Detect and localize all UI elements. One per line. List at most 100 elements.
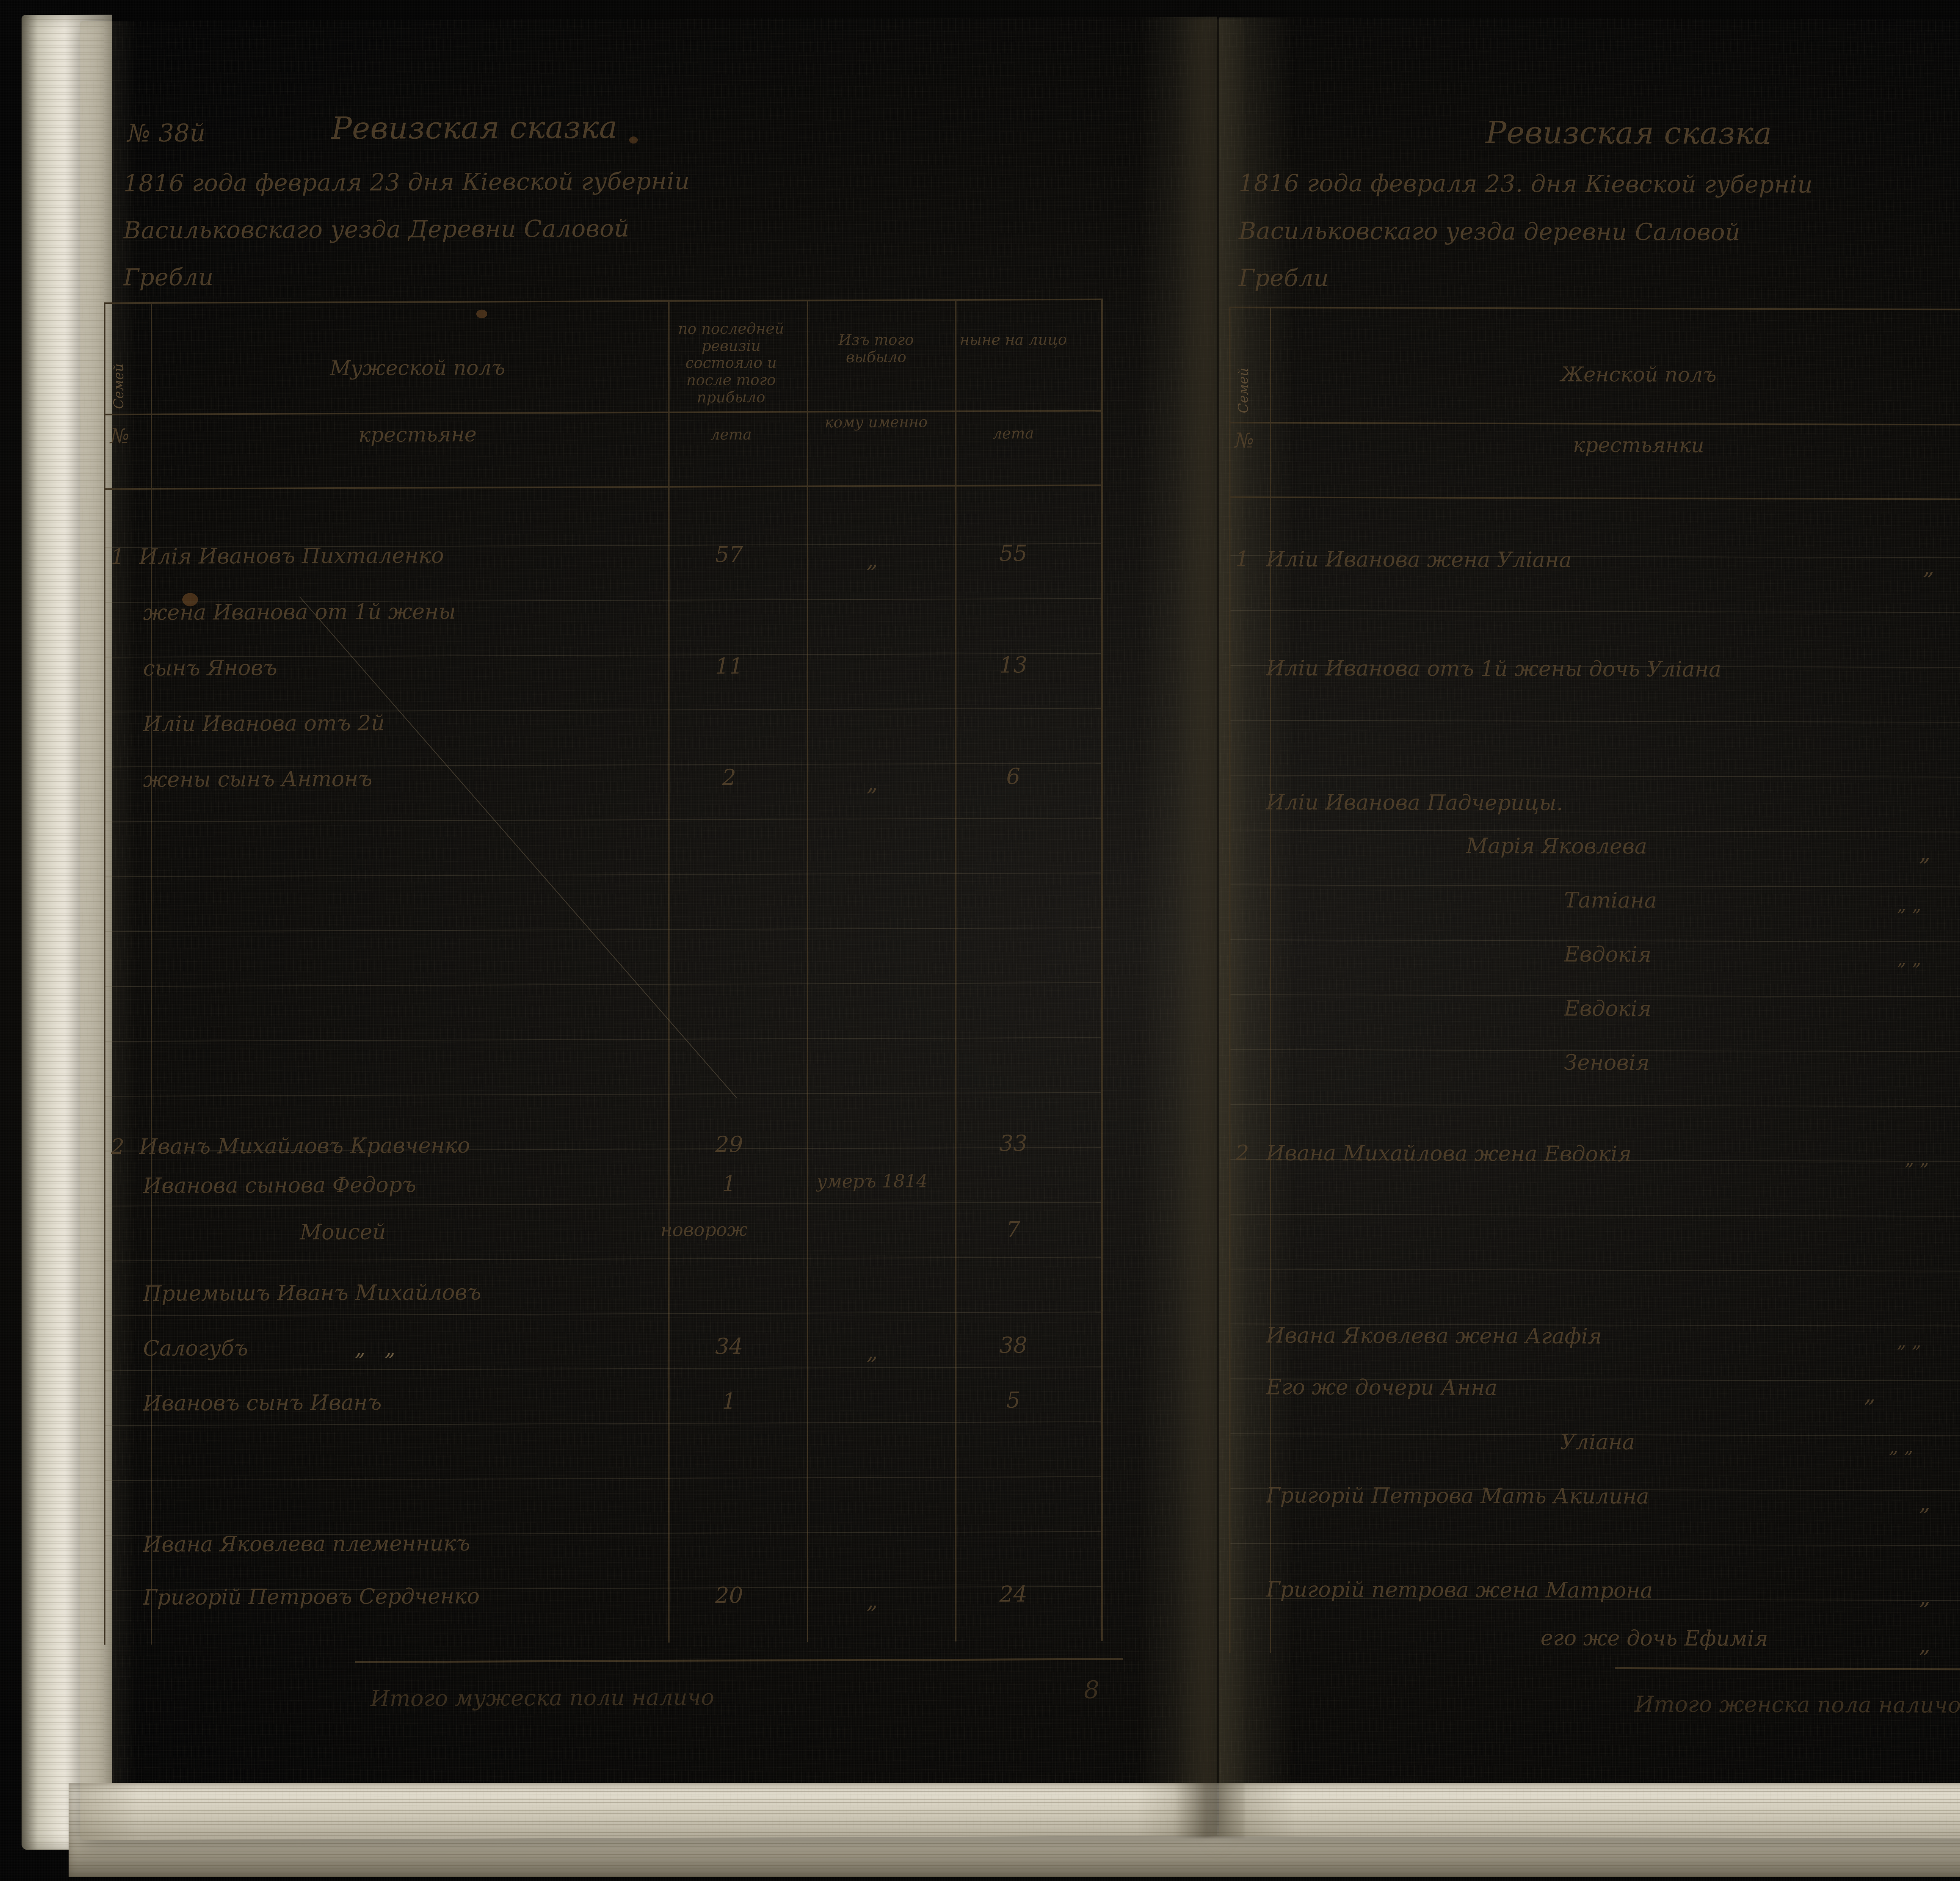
left-row-prev: 34 [672,1334,786,1360]
right-row-out: „ [1886,1632,1960,1658]
left-row-seq: 1 [111,544,124,569]
right-row-name: Ивана Яковлева жена Агафiя [1266,1323,1602,1348]
left-row-name: Ивана Яковлева племенникъ [143,1531,470,1557]
left-row-now: 6 [955,764,1072,790]
faint-rule [105,1257,1101,1262]
grid-hline [105,485,1101,490]
left-row-prev: 2 [672,765,786,791]
left-row-name: Григорiй Петровъ Сердченко [143,1584,480,1610]
left-row-out: „ [813,1339,931,1365]
right-total-label: Итого женска пола наличо [1635,1692,1960,1718]
left-col-now-head: ныне на лицо [955,331,1072,349]
left-row-now: 55 [955,541,1072,566]
right-row-out: „ [1886,841,1960,866]
faint-rule [105,1312,1101,1316]
faint-rule [105,928,1101,932]
left-col-seq-mark: № [110,425,130,448]
left-total-value: 8 [1084,1676,1099,1704]
right-row-name: его же дочь Ефимiя [1541,1625,1768,1651]
right-col-seq-mark: № [1235,429,1254,452]
left-col-now-sub: лета [955,425,1072,442]
left-row-prev: новорож [661,1219,748,1240]
right-row-name: Ивана Михайлова жена Евдокiя [1266,1140,1632,1166]
left-row-name: жена Иванова от 1й жены [143,599,456,625]
faint-rule [105,982,1101,987]
left-row-name: Ивановъ сынъ Иванъ [143,1390,382,1416]
faint-rule [105,1202,1101,1207]
right-row-name: Григорiй Петрова Мать Акилина [1266,1483,1649,1509]
left-col-prev-head: по последней ревизiи состояло и после то… [672,320,790,407]
right-row-seq: 1 [1236,547,1249,571]
faint-rule [1230,1269,1960,1272]
left-row-prev: 57 [672,542,786,568]
grid-vline [955,301,956,1641]
grid-hline [1230,496,1960,501]
left-total-rule [355,1658,1123,1663]
left-page-title: Ревизская сказка [331,110,617,146]
right-row-out: „ „ [1854,1331,1960,1352]
left-row-now: 13 [955,652,1072,678]
faint-rule [105,818,1101,822]
left-row-name: жены сынъ Антонъ [143,766,372,792]
right-row-name: Григорiй петрова жена Матрона [1266,1577,1653,1603]
faint-rule [1230,1214,1960,1217]
left-row-name: сынъ Яновъ [143,655,277,681]
left-col-prev-sub: лета [672,426,790,443]
faint-rule [105,1037,1101,1042]
faint-rule [1230,775,1960,778]
left-col-name-sub: крестьяне [198,423,637,447]
grid-hline [1230,422,1960,426]
faint-rule [1230,1104,1960,1108]
left-col-name-head: Мужеской полъ [198,356,637,381]
faint-rule [1230,1543,1960,1547]
left-row-name: Иванова сынова Федоръ [143,1172,416,1198]
faint-rule [105,873,1101,877]
left-table-grid [104,299,1103,1645]
left-page: № 38й Ревизская сказка 1816 года февраля… [80,16,1217,1840]
left-row-seq: 2 [111,1134,124,1159]
right-row-name: Евдокiя [1564,996,1651,1021]
faint-rule [105,1367,1101,1371]
left-row-out: „ [813,1588,931,1614]
left-row-now: 24 [955,1581,1072,1607]
left-col-out-head: Изъ того выбыло [813,331,939,366]
faint-rule [1230,610,1960,614]
left-row-prev: 11 [672,654,786,679]
right-row-out: „ [1889,554,1960,580]
left-row-out: „ [813,770,931,796]
right-row-name: Его же дочери Анна [1266,1374,1497,1400]
left-row-out: „ [813,547,931,573]
left-row-ditto-mark: „ „ [355,1337,395,1360]
right-row-out: „ [1886,1584,1960,1610]
grid-vline [151,304,152,1645]
open-ledger-book: № 38й Ревизская сказка 1816 года февраля… [22,3,1960,1877]
faint-rule [105,1476,1101,1481]
right-total-rule [1615,1667,1960,1671]
faint-rule [1230,720,1960,723]
left-row-name: Илiя Ивановъ Пихталенко [139,543,444,569]
grid-vline [807,301,808,1642]
left-col-seq-vertical-label: Семей [111,311,127,409]
left-row-name: Илiи Иванова отъ 2й [143,711,385,736]
left-header-line-2: Васильковскаго уезда Деревни Саловой [123,215,630,244]
right-row-out: „ „ [1862,1148,1960,1170]
right-row-out: „ „ [1838,1436,1960,1458]
faint-rule [1230,884,1960,888]
left-row-name: Моисей [300,1220,386,1245]
right-row-name: Марiя Яковлева [1466,833,1647,859]
right-row-out: „ „ [1854,948,1960,970]
right-page-title: Ревизская сказка [1486,115,1772,151]
left-header-line-1: 1816 года февраля 23 дня Кiевской губерн… [123,168,690,198]
right-row-name: Зеновiя [1564,1050,1650,1075]
left-record-number: № 38й [127,118,206,147]
right-header-line-3: Гребли [1239,264,1329,292]
right-row-out: „ [1886,1490,1960,1516]
left-col-out-sub: кому именно [813,414,939,431]
left-row-prev: 1 [672,1171,786,1197]
right-row-name: Татiана [1564,888,1657,913]
right-col-name-sub: крестьянки [1321,433,1956,458]
faint-rule [105,1422,1101,1426]
grid-hline [105,410,1101,416]
right-row-name: Улiана [1560,1430,1635,1455]
left-row-prev: 1 [672,1389,786,1414]
